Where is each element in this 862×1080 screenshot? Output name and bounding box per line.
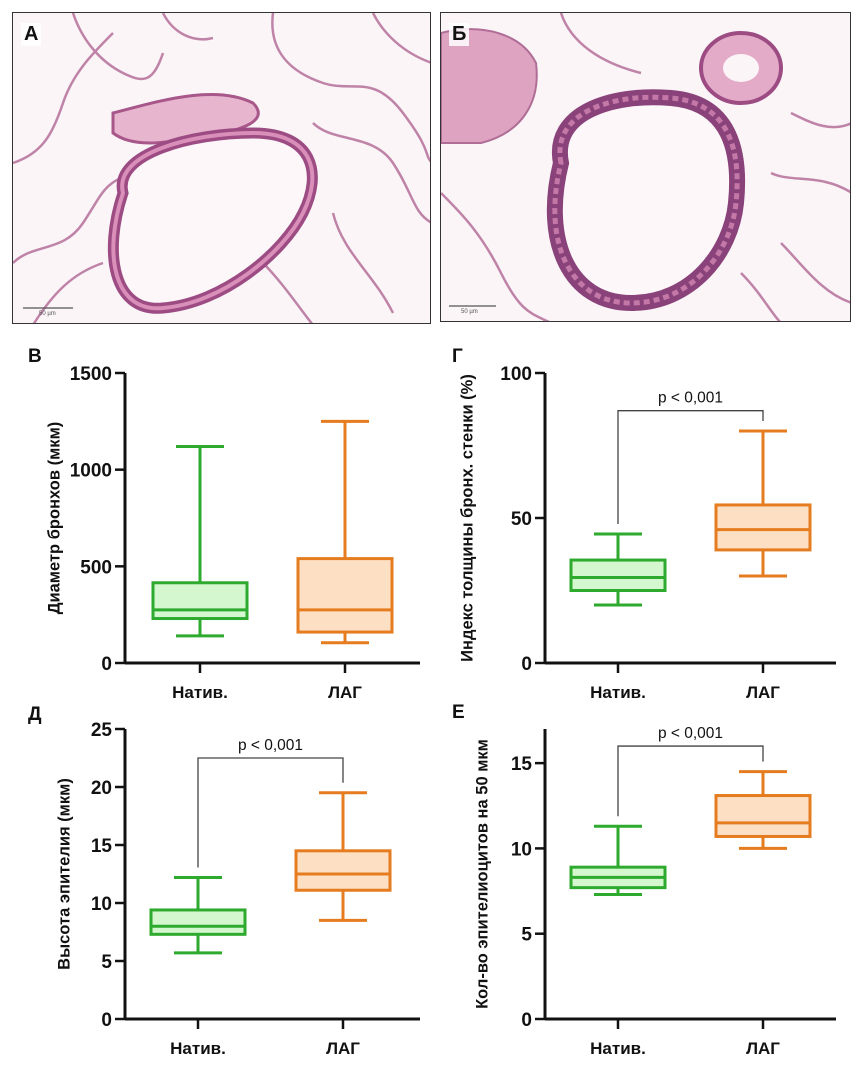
panel-letter: В (28, 346, 42, 367)
micrograph-b-scale-label: 50 µm (461, 309, 478, 315)
y-tick-label: 15 (511, 754, 533, 775)
y-tick-label: 0 (521, 1010, 532, 1031)
panel-letter-a: А (21, 23, 42, 46)
y-axis-label: Индекс толщины бронх. стенки (%) (458, 374, 476, 662)
chart-epithelium-height: Д 0 5 10 15 20 25 Высота эпителия (мкм) Натив. ЛА… (28, 704, 420, 1058)
x-tick-label: ЛАГ (328, 683, 362, 702)
boxplot-lah (294, 791, 392, 922)
significance-bracket: p < 0,001 (197, 737, 344, 868)
p-value-label: p < 0,001 (238, 737, 303, 754)
boxplot-lah (296, 419, 394, 645)
iqr-box (714, 794, 812, 838)
y-tick-label: 1500 (70, 364, 112, 385)
y-tick-label: 0 (101, 654, 112, 675)
p-value-label: p < 0,001 (658, 390, 723, 407)
y-tick-label: 5 (101, 952, 112, 973)
micrograph-a: 50 µm А (12, 12, 431, 324)
y-tick-label: 100 (500, 364, 532, 385)
bracket-line (197, 757, 344, 868)
bracket-line (617, 745, 764, 817)
panel-letter: Г (452, 346, 463, 367)
micrograph-b-image (441, 13, 850, 321)
micrograph-a-scale-label: 50 µm (39, 311, 56, 317)
significance-bracket: p < 0,001 (617, 725, 764, 817)
p-value-label: p < 0,001 (658, 725, 723, 742)
boxplot-lah (714, 770, 812, 850)
y-tick-label: 10 (91, 894, 112, 915)
x-tick-label: Натив. (590, 1039, 646, 1058)
y-axis-label: Кол-во эпителиоцитов на 50 мкм (473, 739, 491, 1009)
significance-bracket: p < 0,001 (617, 390, 764, 524)
x-tick-label: Натив. (172, 683, 228, 702)
chart-diameter: В 0 500 1000 1500 Диаметр бронхов (мкм) Натив.… (28, 346, 420, 702)
iqr-box (149, 908, 247, 936)
y-tick-label: 500 (80, 557, 112, 578)
y-tick-label: 10 (511, 839, 532, 860)
panel-letter: Е (452, 702, 465, 723)
micrograph-b: 50 µm Б (440, 12, 851, 322)
iqr-box (296, 557, 394, 634)
boxplot-native (569, 532, 667, 607)
y-tick-label: 20 (91, 778, 112, 799)
boxplot-native (149, 875, 247, 955)
y-tick-label: 25 (91, 720, 113, 741)
x-tick-label: Натив. (170, 1039, 226, 1058)
boxplot-native (151, 444, 249, 638)
y-axis-label: Высота эпителия (мкм) (55, 778, 73, 970)
panel-letter-b: Б (449, 23, 470, 46)
panel-letter: Д (28, 704, 42, 725)
y-tick-label: 15 (91, 836, 113, 857)
x-tick-label: ЛАГ (326, 1039, 360, 1058)
bracket-line (617, 410, 764, 524)
iqr-box (714, 503, 812, 552)
boxplot-native (569, 824, 667, 896)
y-tick-label: 0 (101, 1010, 112, 1031)
y-tick-label: 0 (521, 654, 532, 675)
micrograph-a-image (13, 13, 430, 323)
y-tick-label: 5 (521, 925, 532, 946)
y-tick-label: 1000 (70, 461, 112, 482)
boxplot-lah (714, 429, 812, 578)
iqr-box (294, 849, 392, 892)
iqr-box (151, 581, 249, 621)
iqr-box (569, 558, 667, 592)
x-tick-label: Натив. (590, 683, 646, 702)
y-axis-label: Диаметр бронхов (мкм) (45, 422, 63, 615)
y-tick-label: 50 (511, 509, 532, 530)
chart-wall-thickness-index: Г 0 50 100 Индекс толщины бронх. стенки (%) Н… (452, 346, 836, 702)
x-tick-label: ЛАГ (746, 1039, 780, 1058)
x-tick-label: ЛАГ (746, 683, 780, 702)
chart-epitheliocyte-count: Е 0 5 10 15 Кол-во эпителиоцитов на 50 мкм Нат… (452, 702, 836, 1058)
